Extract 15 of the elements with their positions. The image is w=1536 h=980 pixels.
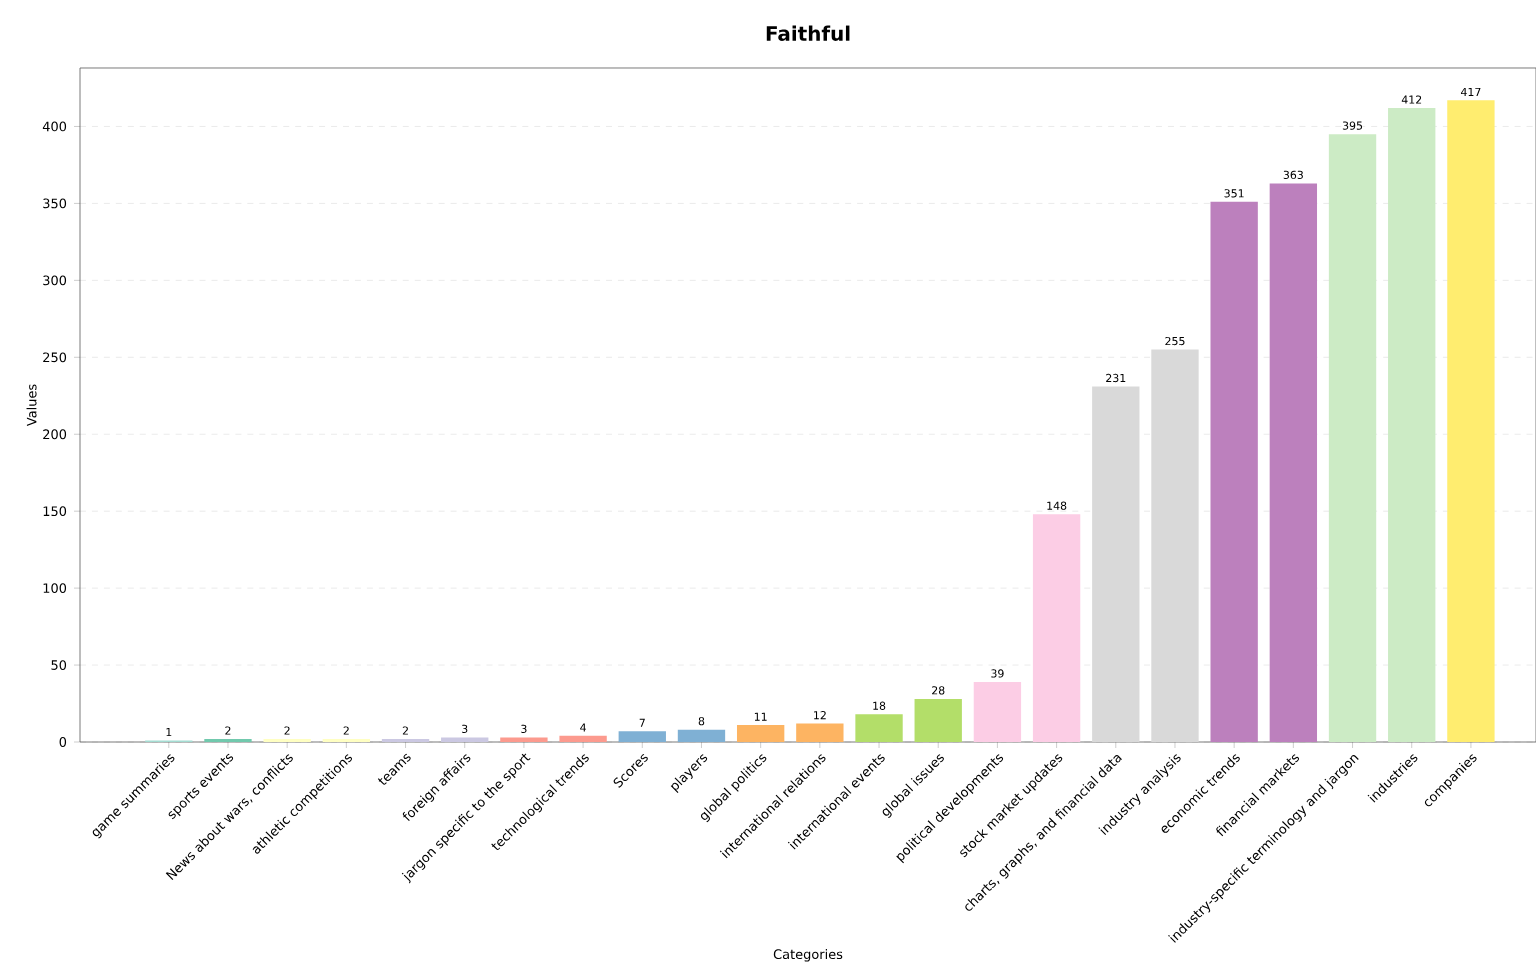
- bar: [855, 714, 903, 742]
- bar: [914, 698, 962, 742]
- bar: [796, 723, 844, 742]
- bar: [618, 731, 666, 742]
- bar: [1328, 134, 1377, 742]
- bar: [1447, 100, 1495, 742]
- bar: [1388, 108, 1436, 742]
- bar: [1032, 514, 1081, 742]
- bar: [736, 725, 785, 742]
- bar: [559, 735, 607, 742]
- bar: [677, 729, 726, 742]
- bar: [1269, 183, 1318, 742]
- bar: [973, 681, 1022, 742]
- bar: [1210, 201, 1258, 742]
- chart-title: Faithful: [766, 25, 850, 41]
